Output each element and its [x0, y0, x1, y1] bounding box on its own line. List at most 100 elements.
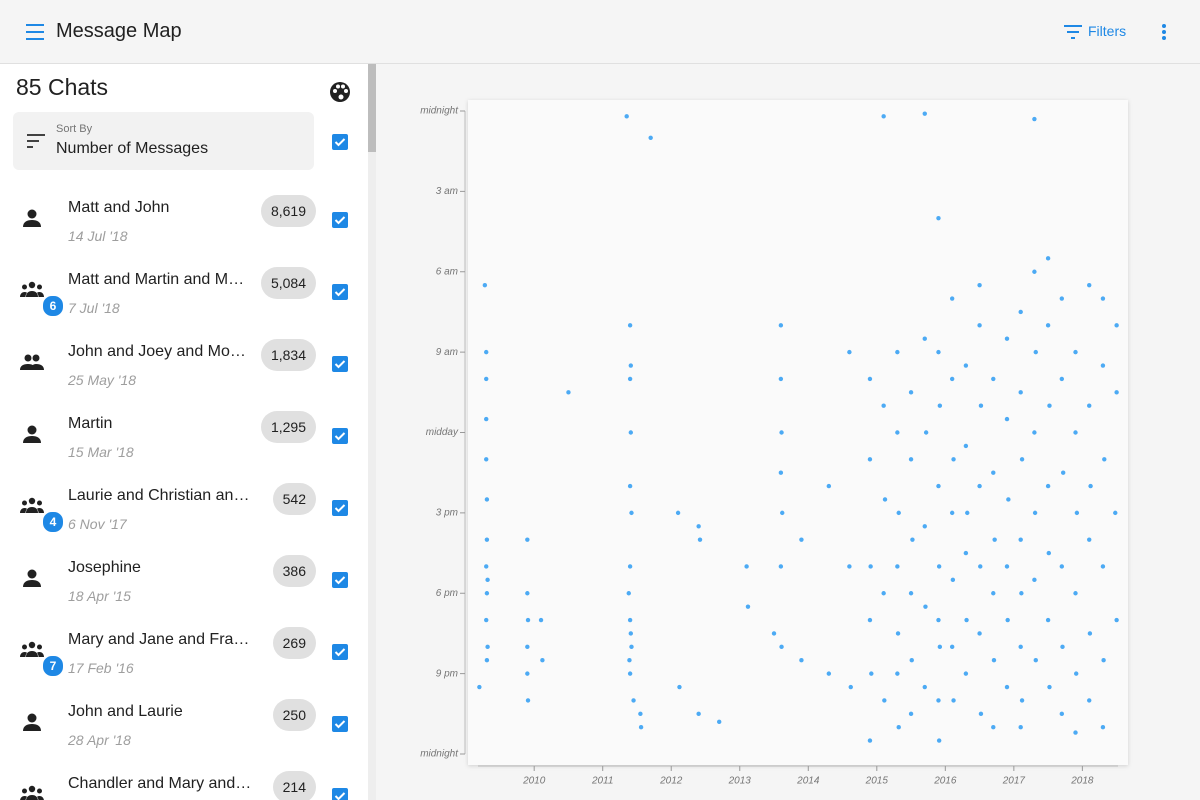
message-point [638, 725, 644, 730]
filter-icon[interactable] [1063, 24, 1083, 40]
message-point [1100, 296, 1106, 301]
message-point [780, 510, 785, 516]
message-point [895, 564, 900, 569]
message-point [1004, 336, 1010, 341]
message-point [937, 644, 943, 650]
message-point [922, 524, 927, 529]
chat-checkbox[interactable] [332, 644, 348, 660]
message-point [896, 725, 901, 730]
message-point [977, 282, 982, 288]
message-point [882, 698, 887, 703]
chat-avatar [23, 569, 41, 587]
message-point [949, 510, 955, 516]
message-point [826, 671, 832, 676]
chart-card [468, 100, 1128, 765]
select-all-checkbox[interactable] [332, 134, 348, 150]
chat-row[interactable]: John and Joey and Mo… 25 May '18 1,834 [0, 328, 368, 400]
message-count: 542 [272, 483, 316, 515]
message-point [869, 671, 874, 676]
chat-date: 28 Apr '18 [68, 732, 131, 748]
message-point [1004, 416, 1010, 422]
scroll-thumb[interactable] [368, 64, 376, 152]
y-tick-label: 9 am [436, 347, 458, 358]
message-point [949, 376, 955, 382]
message-point [867, 617, 873, 623]
message-point [484, 376, 489, 382]
message-point [484, 617, 489, 623]
message-point [628, 430, 634, 435]
chat-row[interactable]: Matt and Martin and M… 7 Jul '18 5,084 6 [0, 256, 368, 328]
message-point [1100, 564, 1106, 569]
message-chart: midnight 3 am 6 am 9 am midday 3 pm 6 pm 9 pm mi… [420, 100, 1128, 787]
filters-button[interactable]: Filters [1088, 23, 1127, 39]
chat-checkbox[interactable] [332, 572, 348, 588]
participant-badge: 7 [42, 655, 64, 677]
message-point [847, 564, 852, 569]
chat-checkbox[interactable] [332, 284, 348, 300]
chat-date: 14 Jul '18 [68, 228, 128, 244]
chat-checkbox[interactable] [332, 356, 348, 372]
message-point [949, 644, 955, 650]
message-count: 250 [272, 699, 316, 731]
message-point [1088, 483, 1093, 489]
message-count: 1,295 [260, 411, 316, 443]
chat-row[interactable]: Matt and John 14 Jul '18 8,619 [0, 184, 368, 256]
message-point [484, 349, 489, 355]
chat-row[interactable]: Laurie and Christian an… 6 Nov '17 542 4 [0, 472, 368, 544]
chat-checkbox[interactable] [332, 716, 348, 732]
message-point [881, 114, 886, 119]
chat-checkbox[interactable] [332, 212, 348, 228]
message-point [1113, 510, 1118, 516]
chat-row[interactable]: Mary and Jane and Fra… 17 Feb '16 269 7 [0, 616, 368, 688]
message-point [910, 537, 915, 542]
sort-select[interactable]: Sort By Number of Messages [13, 112, 314, 170]
chat-avatar [20, 354, 44, 370]
chat-row[interactable]: Martin 15 Mar '18 1,295 [0, 400, 368, 472]
chat-name: Chandler and Mary and… [68, 775, 252, 792]
message-point [1004, 564, 1010, 569]
message-point [1102, 457, 1107, 462]
message-point [936, 698, 941, 703]
message-point [1047, 684, 1052, 690]
chat-checkbox[interactable] [332, 500, 348, 516]
message-point [638, 711, 643, 717]
message-point [677, 684, 682, 690]
message-point [525, 671, 530, 676]
palette-button[interactable] [329, 81, 351, 103]
chat-row[interactable]: Josephine 18 Apr '15 386 [0, 544, 368, 616]
y-tick-label: 9 pm [436, 668, 458, 679]
message-point [848, 684, 853, 690]
chat-row[interactable]: John and Laurie 28 Apr '18 250 [0, 688, 368, 760]
message-point [778, 323, 784, 328]
message-point [951, 457, 956, 462]
participant-badge: 6 [42, 295, 64, 317]
more-button[interactable] [1158, 22, 1170, 42]
message-point [745, 604, 751, 609]
message-point [1073, 430, 1078, 435]
message-point [963, 671, 969, 676]
message-point [951, 698, 956, 703]
message-point [627, 564, 633, 569]
message-point [936, 215, 941, 221]
y-tick-label: 6 am [436, 266, 458, 277]
chat-date: 17 Feb '16 [68, 660, 134, 676]
scrollbar[interactable] [368, 64, 376, 800]
x-tick-label: 2010 [522, 776, 546, 787]
chat-checkbox[interactable] [332, 428, 348, 444]
chat-checkbox[interactable] [332, 788, 348, 800]
sort-icon [27, 134, 45, 148]
sort-value: Number of Messages [56, 140, 209, 157]
menu-button[interactable] [24, 22, 48, 42]
message-point [895, 671, 900, 676]
message-point [1060, 644, 1065, 650]
message-point [484, 457, 489, 462]
x-tick-label: 2016 [933, 776, 957, 787]
message-point [799, 658, 804, 663]
chat-row[interactable]: Chandler and Mary and… 214 [0, 760, 368, 800]
y-tick-label: 3 pm [436, 508, 458, 519]
message-point [627, 323, 633, 328]
message-point [978, 711, 984, 717]
message-point [922, 336, 927, 341]
chat-name: Josephine [68, 559, 141, 576]
